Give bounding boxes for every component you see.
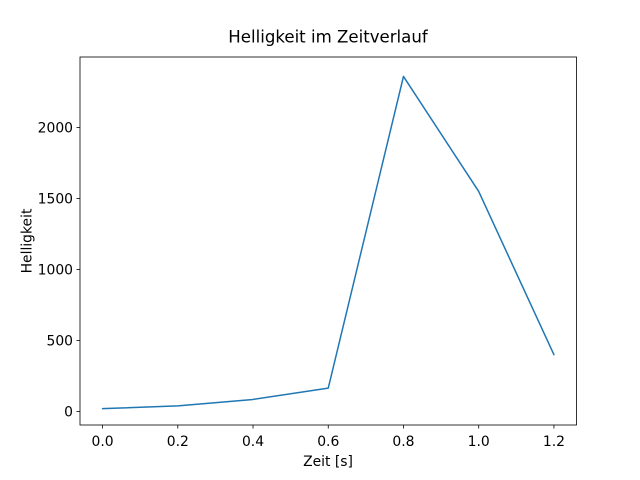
x-tick-label: 0.0 [92,434,114,450]
x-tick-label: 1.0 [468,434,490,450]
chart-title: Helligkeit im Zeitverlauf [228,28,429,47]
x-tick-label: 1.2 [543,434,565,450]
y-tick-label: 1500 [38,191,73,207]
brightness-line [101,75,555,410]
y-tick-label: 1000 [38,262,73,278]
axis-ticks: 0.0 0.2 0.4 0.6 0.8 1.0 1.2 0 500 1000 1500 2000 [38,120,565,450]
plot-spines [79,56,577,426]
y-tick-label: 2000 [38,120,73,136]
data-series [101,75,555,410]
x-tick-label: 0.8 [392,434,414,450]
x-tick-label: 0.6 [317,434,339,450]
y-tick-label: 500 [46,333,73,349]
y-axis-label: Helligkeit [20,208,36,273]
x-tick-label: 0.2 [167,434,189,450]
plot-frame [79,56,577,426]
x-tick-label: 0.4 [242,434,264,450]
y-tick-label: 0 [64,404,73,420]
x-axis-label: Zeit [s] [303,454,353,470]
